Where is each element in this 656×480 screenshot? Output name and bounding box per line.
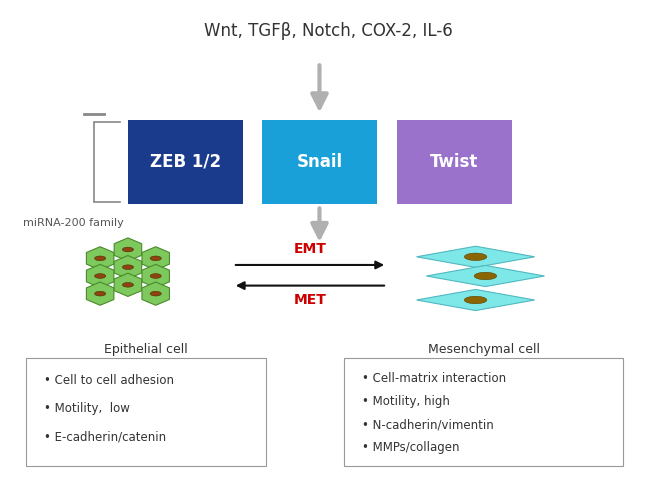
- FancyBboxPatch shape: [344, 358, 623, 466]
- Text: • Motility, high: • Motility, high: [362, 395, 450, 408]
- Ellipse shape: [123, 283, 133, 287]
- Ellipse shape: [474, 272, 497, 280]
- Text: • MMPs/collagen: • MMPs/collagen: [362, 441, 460, 454]
- Text: • Motility,  low: • Motility, low: [44, 402, 130, 415]
- Text: Epithelial cell: Epithelial cell: [104, 343, 188, 356]
- Ellipse shape: [464, 296, 487, 304]
- Text: • Cell to cell adhesion: • Cell to cell adhesion: [44, 374, 174, 387]
- Text: Mesenchymal cell: Mesenchymal cell: [428, 343, 540, 356]
- Text: Twist: Twist: [430, 153, 478, 171]
- FancyBboxPatch shape: [26, 358, 266, 466]
- Polygon shape: [426, 265, 544, 287]
- Ellipse shape: [150, 256, 161, 261]
- Ellipse shape: [150, 274, 161, 278]
- FancyBboxPatch shape: [397, 120, 512, 204]
- Text: • Cell-matrix interaction: • Cell-matrix interaction: [362, 372, 506, 385]
- Ellipse shape: [94, 256, 106, 261]
- Text: EMT: EMT: [293, 242, 327, 256]
- Ellipse shape: [94, 274, 106, 278]
- Text: Snail: Snail: [297, 153, 343, 171]
- Polygon shape: [417, 246, 535, 267]
- FancyBboxPatch shape: [128, 120, 243, 204]
- Ellipse shape: [464, 253, 487, 261]
- Text: • E-cadherin/catenin: • E-cadherin/catenin: [44, 430, 166, 443]
- Ellipse shape: [123, 247, 133, 252]
- Ellipse shape: [94, 291, 106, 296]
- Ellipse shape: [150, 291, 161, 296]
- Text: MET: MET: [293, 293, 327, 307]
- FancyBboxPatch shape: [262, 120, 377, 204]
- Text: • N-cadherin/vimentin: • N-cadherin/vimentin: [362, 418, 494, 431]
- Ellipse shape: [123, 265, 133, 269]
- Text: miRNA-200 family: miRNA-200 family: [23, 218, 124, 228]
- Polygon shape: [417, 289, 535, 311]
- Text: Wnt, TGFβ, Notch, COX-2, IL-6: Wnt, TGFβ, Notch, COX-2, IL-6: [203, 22, 453, 40]
- Text: ZEB 1/2: ZEB 1/2: [150, 153, 221, 171]
